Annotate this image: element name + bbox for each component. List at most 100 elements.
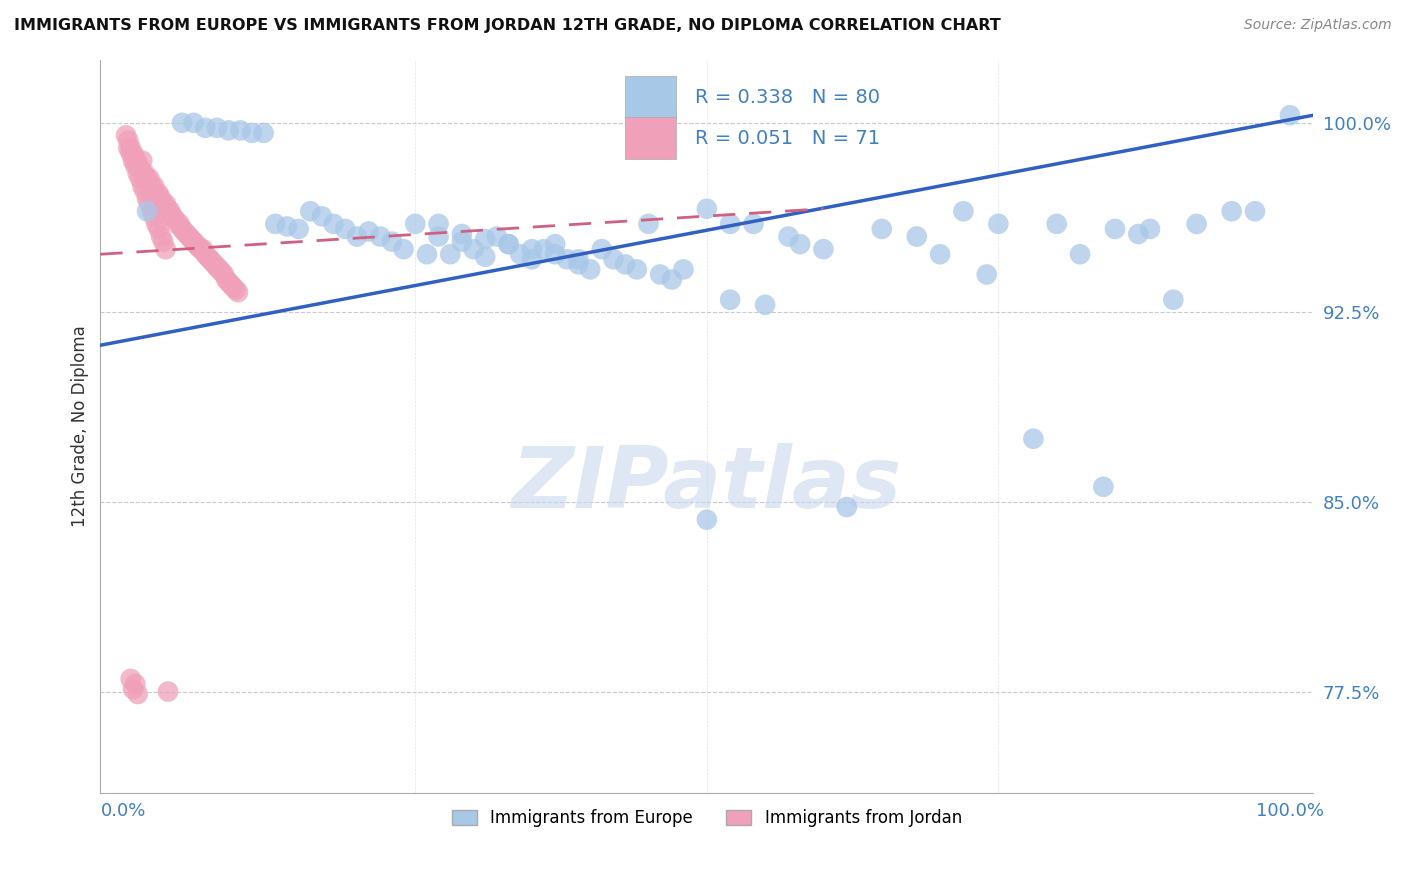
Point — [176, 227, 198, 241]
Point — [474, 250, 496, 264]
Point — [145, 217, 167, 231]
Point — [905, 229, 928, 244]
Point — [218, 123, 240, 137]
Point — [346, 229, 368, 244]
Point — [555, 252, 578, 267]
Point — [614, 257, 637, 271]
Point — [240, 126, 263, 140]
Point — [156, 202, 179, 216]
Point — [451, 227, 474, 241]
Point — [392, 242, 415, 256]
Point — [138, 196, 160, 211]
Text: IMMIGRANTS FROM EUROPE VS IMMIGRANTS FROM JORDAN 12TH GRADE, NO DIPLOMA CORRELAT: IMMIGRANTS FROM EUROPE VS IMMIGRANTS FRO… — [14, 18, 1001, 33]
Point — [987, 217, 1010, 231]
Point — [166, 217, 188, 231]
Point — [191, 242, 214, 256]
Point — [156, 684, 179, 698]
Point — [159, 204, 181, 219]
Point — [163, 211, 186, 226]
Point — [544, 237, 567, 252]
Point — [229, 123, 252, 137]
Point — [311, 210, 333, 224]
Point — [183, 235, 205, 249]
Point — [835, 500, 858, 514]
Point — [427, 229, 450, 244]
Point — [190, 242, 212, 256]
Point — [718, 293, 741, 307]
Point — [789, 237, 811, 252]
Point — [120, 672, 142, 686]
Point — [152, 235, 174, 249]
Point — [439, 247, 461, 261]
Point — [1069, 247, 1091, 261]
Point — [742, 217, 765, 231]
Point — [1163, 293, 1185, 307]
Point — [222, 280, 245, 294]
Point — [533, 242, 555, 256]
Point — [591, 242, 613, 256]
Point — [404, 217, 426, 231]
Point — [215, 272, 238, 286]
Point — [143, 210, 166, 224]
Point — [138, 171, 160, 186]
Point — [177, 229, 200, 244]
Point — [299, 204, 322, 219]
Point — [485, 229, 508, 244]
Point — [1022, 432, 1045, 446]
Point — [127, 166, 149, 180]
Point — [150, 229, 173, 244]
Point — [187, 240, 209, 254]
Point — [498, 237, 520, 252]
Point — [368, 229, 391, 244]
Text: Source: ZipAtlas.com: Source: ZipAtlas.com — [1244, 18, 1392, 32]
Point — [155, 196, 177, 211]
Point — [952, 204, 974, 219]
Point — [131, 179, 153, 194]
Point — [143, 179, 166, 194]
Point — [813, 242, 835, 256]
Point — [1104, 222, 1126, 236]
Point — [225, 283, 247, 297]
Point — [1185, 217, 1208, 231]
Point — [650, 268, 672, 282]
Point — [201, 255, 224, 269]
Point — [115, 128, 138, 143]
Point — [718, 217, 741, 231]
Point — [1244, 204, 1267, 219]
Point — [1278, 108, 1301, 122]
Point — [335, 222, 357, 236]
Point — [122, 153, 145, 168]
Point — [141, 204, 163, 219]
Point — [463, 242, 485, 256]
Point — [136, 192, 159, 206]
Point — [120, 141, 142, 155]
Point — [127, 687, 149, 701]
Point — [602, 252, 624, 267]
Point — [544, 247, 567, 261]
Point — [150, 192, 173, 206]
Point — [322, 217, 344, 231]
Y-axis label: 12th Grade, No Diploma: 12th Grade, No Diploma — [72, 326, 89, 527]
Point — [416, 247, 439, 261]
Point — [117, 141, 139, 155]
Point — [145, 186, 167, 201]
Point — [124, 159, 146, 173]
Point — [929, 247, 952, 261]
Point — [520, 252, 543, 267]
Point — [197, 250, 219, 264]
Point — [520, 242, 543, 256]
Point — [194, 120, 217, 135]
Point — [427, 217, 450, 231]
Point — [474, 232, 496, 246]
Point — [131, 153, 153, 168]
Point — [696, 513, 718, 527]
Point — [148, 222, 170, 236]
Point — [205, 120, 228, 135]
Point — [169, 217, 191, 231]
Point — [183, 116, 205, 130]
Point — [498, 237, 520, 252]
Point — [155, 242, 177, 256]
Point — [567, 252, 589, 267]
Point — [129, 161, 152, 176]
Point — [141, 179, 163, 194]
